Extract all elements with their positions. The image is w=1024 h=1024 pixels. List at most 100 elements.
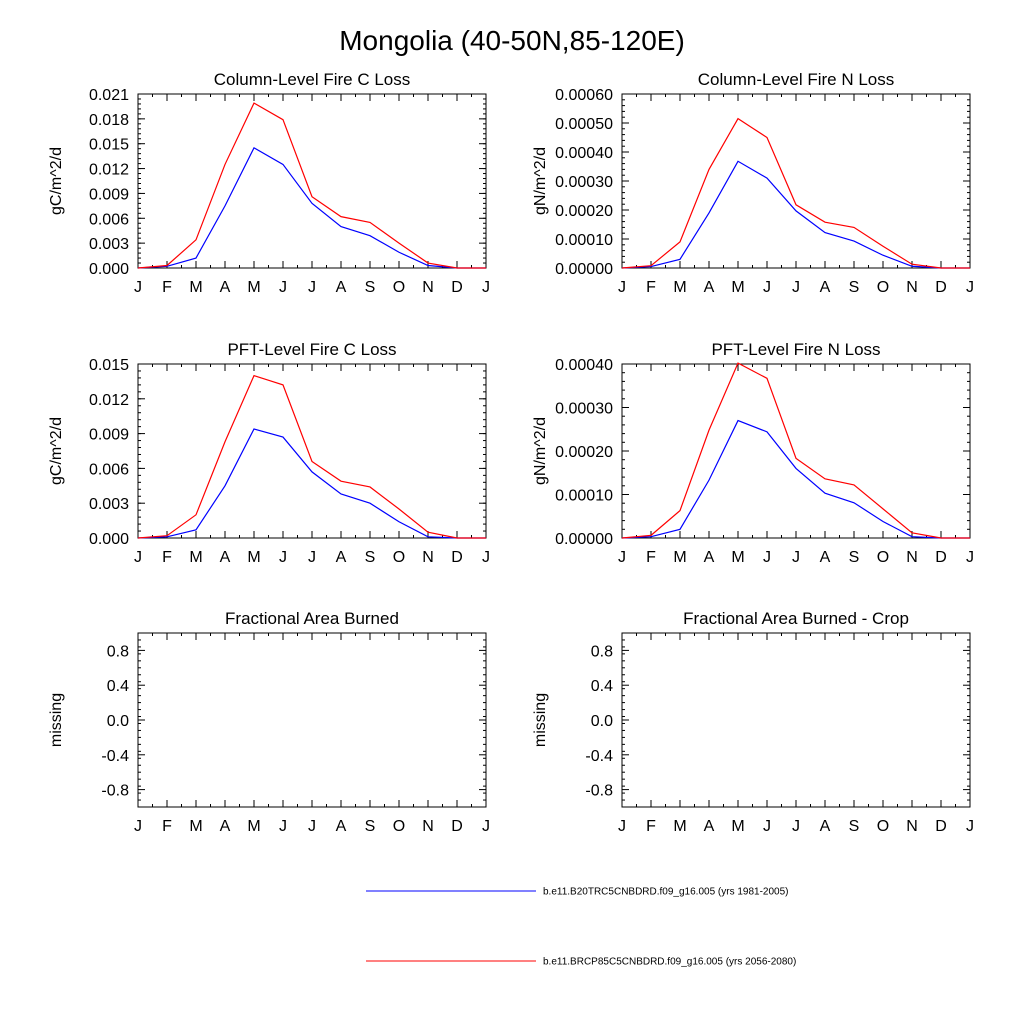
y-tick-label: 0.003 — [89, 236, 129, 253]
y-tick-label: 0.012 — [89, 392, 129, 409]
x-tick-label: N — [906, 279, 918, 296]
series-line-2 — [621, 362, 970, 539]
x-tick-label: D — [451, 279, 463, 296]
y-tick-label: -0.4 — [101, 748, 129, 765]
y-tick-label: 0.0 — [591, 713, 613, 730]
y-axis-label: gC/m^2/d — [48, 147, 65, 215]
x-tick-label: M — [731, 818, 744, 835]
panel-title: Column-Level Fire N Loss — [698, 70, 895, 89]
x-tick-label: O — [877, 279, 889, 296]
x-tick-label: J — [966, 549, 974, 566]
x-tick-label: J — [618, 818, 626, 835]
y-tick-label: 0.00050 — [555, 116, 613, 133]
x-tick-label: J — [308, 818, 316, 835]
series-line-2 — [137, 374, 486, 539]
x-tick-label: O — [393, 279, 405, 296]
x-tick-label: S — [365, 279, 376, 296]
x-tick-label: A — [220, 818, 231, 835]
series-line-1 — [621, 160, 970, 269]
plot-frame — [137, 632, 487, 808]
y-tick-label: 0.0 — [107, 713, 129, 730]
x-tick-label: S — [849, 549, 860, 566]
x-tick-label: M — [731, 279, 744, 296]
y-tick-label: 0.018 — [89, 112, 129, 129]
x-tick-label: J — [279, 279, 287, 296]
x-tick-label: M — [673, 818, 686, 835]
y-tick-label: 0.4 — [591, 678, 613, 695]
y-tick-label: -0.8 — [585, 783, 613, 800]
plot-frame — [621, 363, 971, 539]
x-tick-label: A — [820, 279, 831, 296]
y-tick-label: -0.8 — [101, 783, 129, 800]
x-tick-label: J — [308, 549, 316, 566]
y-tick-label: 0.00040 — [555, 357, 613, 374]
plot-frame — [621, 632, 971, 808]
y-axis-label: gN/m^2/d — [532, 417, 549, 485]
series-line-2 — [621, 117, 970, 269]
y-tick-label: 0.8 — [591, 643, 613, 660]
x-tick-label: N — [906, 818, 918, 835]
y-axis-label: gN/m^2/d — [532, 147, 549, 215]
y-tick-label: 0.00010 — [555, 488, 613, 505]
y-tick-label: 0.00020 — [555, 203, 613, 220]
x-tick-label: F — [646, 818, 656, 835]
x-tick-label: O — [877, 549, 889, 566]
x-tick-label: J — [308, 279, 316, 296]
x-tick-label: J — [792, 549, 800, 566]
y-tick-label: 0.006 — [89, 211, 129, 228]
plot-frame — [621, 93, 971, 269]
x-tick-label: N — [422, 549, 434, 566]
x-tick-label: A — [704, 549, 715, 566]
x-tick-label: F — [162, 279, 172, 296]
x-tick-label: A — [336, 549, 347, 566]
y-tick-label: 0.003 — [89, 496, 129, 513]
x-tick-label: J — [966, 818, 974, 835]
x-tick-label: M — [189, 818, 202, 835]
y-tick-label: 0.000 — [89, 531, 129, 548]
series-line-2 — [137, 102, 486, 269]
x-tick-label: O — [393, 818, 405, 835]
x-tick-label: J — [792, 818, 800, 835]
x-tick-label: O — [877, 818, 889, 835]
legend-label-2: b.e11.BRCP85C5CNBDRD.f09_g16.005 (yrs 20… — [543, 957, 796, 968]
x-tick-label: A — [220, 279, 231, 296]
x-tick-label: J — [482, 818, 490, 835]
x-tick-label: N — [422, 279, 434, 296]
x-tick-label: J — [763, 279, 771, 296]
series-line-1 — [621, 419, 970, 539]
x-tick-label: A — [220, 549, 231, 566]
x-tick-label: S — [849, 279, 860, 296]
x-tick-label: J — [134, 279, 142, 296]
x-tick-label: M — [731, 549, 744, 566]
y-tick-label: 0.015 — [89, 137, 129, 154]
y-tick-label: 0.006 — [89, 461, 129, 478]
y-tick-label: 0.00030 — [555, 174, 613, 191]
x-tick-label: J — [966, 279, 974, 296]
y-tick-label: 0.8 — [107, 643, 129, 660]
panel-title: Fractional Area Burned - Crop — [683, 609, 909, 628]
x-tick-label: F — [162, 549, 172, 566]
x-tick-label: M — [189, 549, 202, 566]
x-tick-label: J — [134, 818, 142, 835]
panel-title: Column-Level Fire C Loss — [214, 70, 411, 89]
x-tick-label: J — [618, 549, 626, 566]
x-tick-label: N — [422, 818, 434, 835]
x-tick-label: D — [935, 549, 947, 566]
y-axis-label: missing — [48, 693, 65, 747]
y-tick-label: 0.00010 — [555, 232, 613, 249]
x-tick-label: O — [393, 549, 405, 566]
x-tick-label: A — [820, 818, 831, 835]
panel-title: Fractional Area Burned — [225, 609, 399, 628]
x-tick-label: F — [162, 818, 172, 835]
panel-title: PFT-Level Fire C Loss — [227, 340, 396, 359]
x-tick-label: J — [279, 549, 287, 566]
x-tick-label: A — [704, 818, 715, 835]
x-tick-label: J — [482, 549, 490, 566]
x-tick-label: S — [365, 549, 376, 566]
x-tick-label: S — [365, 818, 376, 835]
